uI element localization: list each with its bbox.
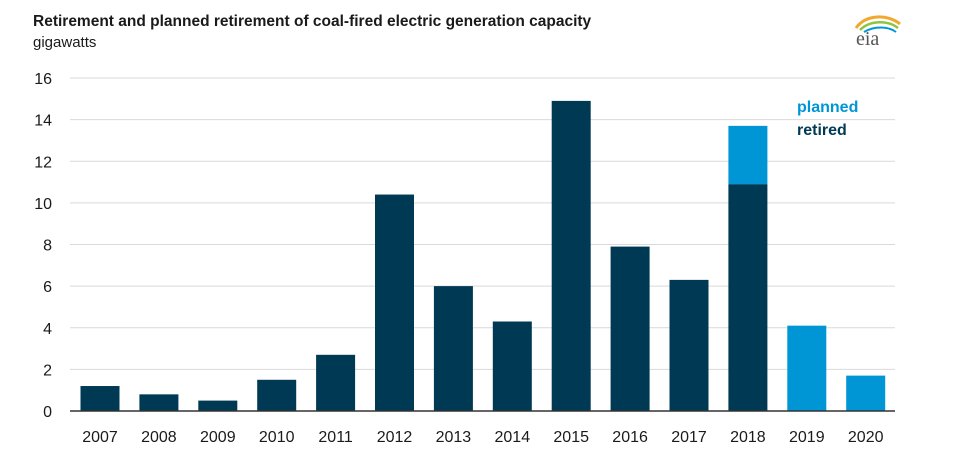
eia-logo-text: eia — [856, 28, 879, 48]
bar-retired-2012 — [375, 194, 414, 411]
x-tick-label: 2007 — [82, 429, 118, 446]
bar-retired-2013 — [433, 286, 473, 411]
y-tick-label: 4 — [43, 321, 52, 338]
x-tick-label: 2011 — [318, 429, 353, 446]
y-tick-label: 2 — [43, 362, 52, 379]
bar-retired-2015 — [551, 100, 591, 412]
bar-retired-2014 — [492, 321, 532, 411]
bar-retired-2016 — [610, 246, 650, 411]
x-tick-label: 2020 — [848, 429, 884, 446]
y-tick-label: 6 — [43, 279, 52, 296]
x-tick-label: 2014 — [495, 429, 531, 446]
y-tick-label: 12 — [34, 154, 52, 171]
bar-planned-2018 — [728, 125, 768, 185]
x-tick-label: 2012 — [377, 429, 413, 446]
bar-planned-2019 — [787, 325, 827, 411]
x-tick-label: 2010 — [259, 429, 295, 446]
bar-retired-2017 — [669, 279, 709, 411]
bar-retired-2011 — [316, 354, 356, 411]
y-tick-label: 10 — [34, 196, 52, 213]
y-tick-label: 16 — [34, 71, 52, 88]
x-tick-label: 2017 — [671, 429, 707, 446]
x-tick-label: 2009 — [200, 429, 236, 446]
y-tick-label: 0 — [43, 404, 52, 421]
x-tick-label: 2018 — [730, 429, 766, 446]
x-tick-label: 2019 — [789, 429, 825, 446]
x-tick-label: 2015 — [553, 429, 589, 446]
legend-retired: retired — [797, 122, 847, 139]
y-tick-label: 14 — [34, 113, 52, 130]
bar-retired-2009 — [198, 400, 238, 411]
legend-planned: planned — [797, 99, 858, 116]
x-tick-label: 2016 — [612, 429, 648, 446]
bar-retired-2018 — [728, 184, 768, 411]
bar-retired-2010 — [257, 379, 297, 411]
bar-planned-2020 — [846, 375, 886, 411]
x-tick-label: 2013 — [436, 429, 472, 446]
chart-units: gigawatts — [33, 34, 97, 51]
x-tick-label: 2008 — [141, 429, 177, 446]
chart-title: Retirement and planned retirement of coa… — [33, 13, 592, 30]
y-tick-label: 8 — [43, 238, 52, 255]
bar-retired-2008 — [139, 394, 179, 411]
eia-logo-icon: eia — [854, 15, 901, 48]
bar-retired-2007 — [80, 386, 120, 411]
